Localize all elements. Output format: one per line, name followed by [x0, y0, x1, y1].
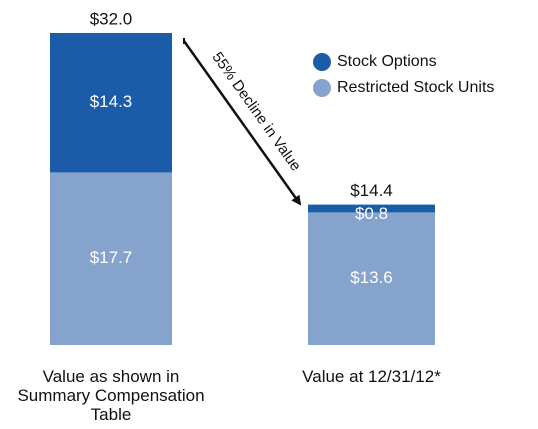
- data-label: $0.8: [355, 204, 388, 223]
- bar-segment: [308, 204, 435, 213]
- legend-swatch: [313, 53, 331, 71]
- category-label: Value at 12/31/12*: [302, 367, 441, 386]
- annotation: 55% Decline in Value: [209, 49, 305, 174]
- data-label: $13.6: [350, 268, 393, 287]
- category-label: Value as shown in Summary Compensation T…: [17, 367, 205, 424]
- total-label: $32.0: [90, 9, 133, 28]
- bar-segment: [50, 172, 172, 345]
- legend-swatch: [313, 79, 331, 97]
- legend-label: Stock Options: [337, 53, 437, 70]
- total-label: $14.4: [350, 181, 393, 200]
- data-label: $17.7: [90, 248, 133, 267]
- arrow: [182, 40, 302, 206]
- bar-segment: [308, 212, 435, 345]
- legend-label: Restricted Stock Units: [337, 79, 494, 96]
- bar-segment: [50, 33, 172, 173]
- data-label: $14.3: [90, 92, 133, 111]
